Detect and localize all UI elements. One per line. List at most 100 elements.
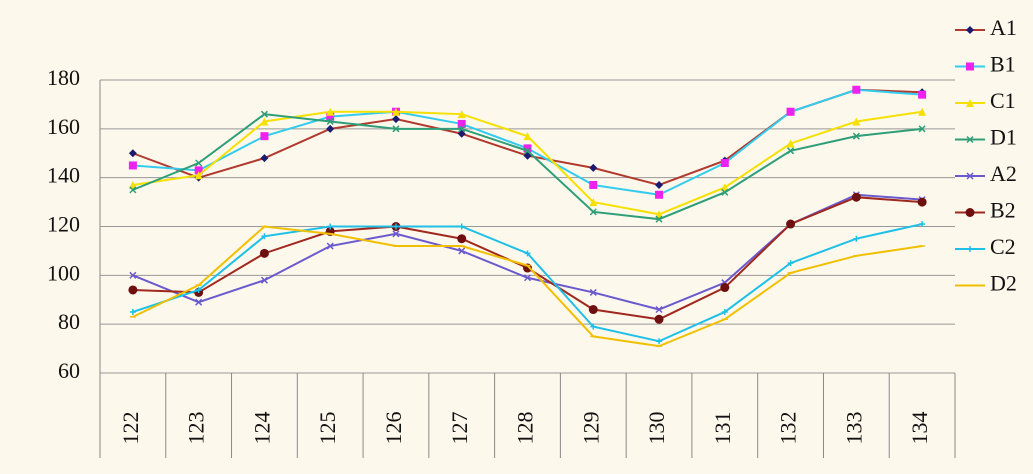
x-tick-label: 126 xyxy=(381,412,406,445)
marker xyxy=(458,223,465,230)
marker xyxy=(589,180,598,189)
marker xyxy=(787,147,795,155)
marker xyxy=(589,163,598,172)
x-tick-label: 130 xyxy=(644,412,669,445)
marker xyxy=(327,223,334,230)
marker xyxy=(787,260,794,267)
marker xyxy=(918,107,927,116)
marker xyxy=(589,208,597,216)
marker xyxy=(326,124,335,133)
marker xyxy=(129,186,137,194)
marker xyxy=(129,271,137,279)
marker xyxy=(392,125,400,133)
marker xyxy=(458,247,466,255)
legend-label: B1 xyxy=(990,52,1016,77)
marker xyxy=(523,144,532,153)
marker xyxy=(195,298,203,306)
marker xyxy=(128,149,137,158)
x-tick-label: 133 xyxy=(841,412,866,445)
x-tick-label: 128 xyxy=(513,412,538,445)
x-tick-label: 125 xyxy=(315,412,340,445)
marker xyxy=(588,305,598,315)
series-line xyxy=(132,88,923,196)
marker xyxy=(523,274,532,282)
marker xyxy=(786,219,796,229)
marker xyxy=(918,125,926,133)
marker xyxy=(260,110,268,118)
y-tick-label: 80 xyxy=(58,309,80,334)
marker xyxy=(326,112,335,121)
marker xyxy=(720,283,730,293)
marker xyxy=(852,132,860,140)
x-tick-label: 124 xyxy=(249,412,274,445)
series-line xyxy=(132,113,923,221)
marker xyxy=(326,117,334,126)
x-tick-label: 127 xyxy=(447,412,472,445)
marker xyxy=(260,117,269,126)
marker xyxy=(654,314,664,324)
marker xyxy=(590,323,597,330)
marker xyxy=(655,180,664,189)
legend-label: B2 xyxy=(990,198,1016,223)
marker xyxy=(966,135,974,144)
x-tick-label: 131 xyxy=(710,412,735,445)
marker xyxy=(391,107,400,116)
legend-label: A1 xyxy=(990,15,1017,40)
y-tick-label: 60 xyxy=(58,358,80,383)
legend-label: D1 xyxy=(990,125,1017,150)
marker xyxy=(457,119,466,128)
marker xyxy=(523,132,532,141)
marker xyxy=(720,159,729,168)
x-tick-label: 129 xyxy=(578,412,603,445)
x-tick-label: 134 xyxy=(907,412,932,445)
marker xyxy=(457,234,467,244)
marker xyxy=(259,248,269,258)
marker xyxy=(128,285,138,295)
marker xyxy=(194,171,203,180)
marker xyxy=(852,117,861,126)
y-tick-label: 120 xyxy=(47,212,80,237)
marker xyxy=(966,172,974,180)
marker xyxy=(851,192,861,202)
marker xyxy=(195,159,203,167)
series-line xyxy=(132,225,923,348)
x-tick-label: 132 xyxy=(776,412,801,445)
marker xyxy=(457,110,466,119)
marker xyxy=(260,154,269,163)
marker xyxy=(966,99,974,107)
marker xyxy=(589,198,598,207)
marker xyxy=(965,208,975,217)
marker xyxy=(128,161,137,170)
marker xyxy=(392,230,400,238)
y-tick-label: 140 xyxy=(47,163,80,188)
marker xyxy=(458,125,466,133)
marker xyxy=(589,288,597,296)
marker xyxy=(655,190,664,199)
marker xyxy=(195,286,202,293)
marker xyxy=(655,305,663,314)
marker xyxy=(852,85,861,94)
marker xyxy=(523,147,532,155)
marker xyxy=(326,242,334,250)
y-tick-label: 180 xyxy=(47,65,80,90)
y-tick-label: 100 xyxy=(47,260,80,285)
x-tick-label: 123 xyxy=(184,412,209,445)
marker xyxy=(260,132,269,141)
marker xyxy=(326,107,335,116)
marker xyxy=(966,62,974,71)
marker xyxy=(524,250,531,257)
marker xyxy=(917,197,927,207)
y-tick-label: 160 xyxy=(47,114,80,139)
marker xyxy=(786,139,795,148)
marker xyxy=(261,233,268,240)
marker xyxy=(721,188,729,196)
marker xyxy=(260,276,268,284)
marker xyxy=(786,107,795,116)
legend-label: A2 xyxy=(990,161,1017,186)
x-tick-label: 122 xyxy=(118,412,143,445)
marker xyxy=(966,26,974,34)
marker xyxy=(391,115,400,124)
marker xyxy=(194,166,203,175)
marker xyxy=(967,246,973,252)
marker xyxy=(392,223,399,230)
